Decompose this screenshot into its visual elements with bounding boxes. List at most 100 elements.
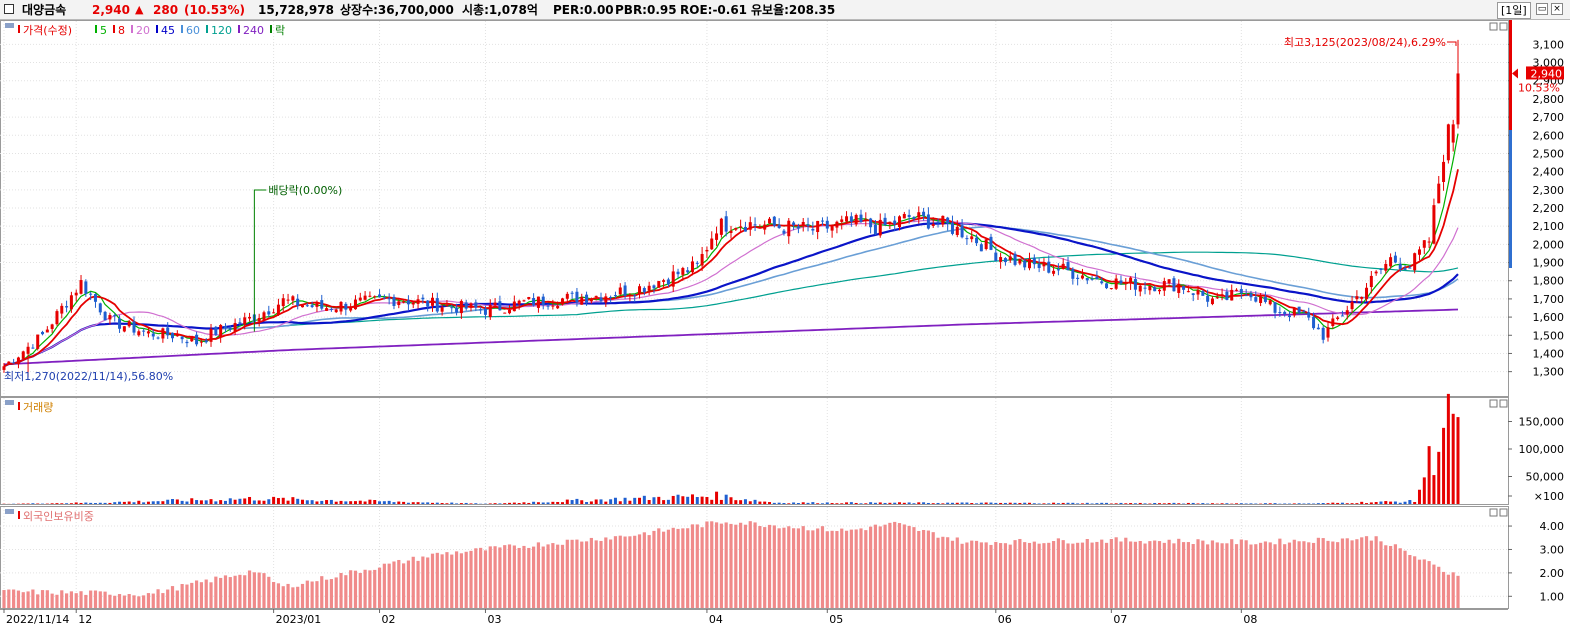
period-selector-button[interactable]: [1일] [1497, 2, 1531, 19]
legend-item[interactable]: 20 [136, 24, 150, 37]
stock-info-bar: 대양금속 2,940 ▲ 280 (10.53%) 15,728,978 상장수… [0, 0, 1570, 20]
volume-bar [628, 500, 632, 504]
legend-item[interactable]: 120 [211, 24, 232, 37]
ma240-line [3, 308, 1459, 366]
panel-maximize-icon[interactable] [1499, 22, 1508, 31]
foreign-ratio-bar [584, 541, 589, 608]
foreign-ratio-bar [1268, 542, 1272, 608]
foreign-ratio-bar [507, 544, 512, 608]
foreign-ratio-bar [1013, 540, 1017, 608]
foreign-ratio-bar [753, 522, 757, 608]
volume-bar [272, 496, 276, 504]
legend-item[interactable]: 5 [100, 24, 107, 37]
candle-body [286, 299, 290, 301]
volume-bar [1143, 503, 1147, 504]
foreign-ratio-bar [729, 523, 733, 608]
candle-body [195, 334, 199, 345]
candle-body [65, 306, 69, 308]
candle-body [1052, 270, 1056, 274]
foreign-ratio-bar [844, 530, 849, 608]
candle-body [642, 288, 646, 293]
volume-bar [729, 497, 733, 504]
foreign-ratio-bar [1388, 545, 1393, 608]
foreign-ratio-bar [12, 589, 16, 608]
foreign-ratio-bar [185, 584, 189, 608]
legend-item[interactable]: 45 [161, 24, 175, 37]
legend-item[interactable]: 락 [275, 24, 285, 37]
foreign-ratio-bar [1355, 539, 1359, 608]
candle-body [1206, 295, 1210, 302]
foreign-ratio-bar [854, 529, 858, 608]
candle-body [604, 296, 608, 303]
volume-bar [185, 501, 189, 504]
panel-maximize-icon[interactable] [1499, 508, 1508, 517]
foreign-ratio-bar [864, 530, 868, 608]
foreign-ratio-bar [1427, 561, 1431, 608]
panel-maximize-icon[interactable] [1499, 399, 1508, 408]
chart-select-checkbox[interactable] [4, 4, 14, 14]
volume-label: 거래량 [23, 401, 53, 414]
volume-bar [199, 500, 203, 504]
panel-minimize-icon[interactable] [1489, 508, 1498, 517]
candle-body [936, 221, 940, 224]
dividend-annotation: 배당락(0.00%) [268, 184, 342, 197]
price-tick-label: 2,800 [1533, 93, 1565, 106]
volume-bar [965, 502, 969, 504]
candle-body [31, 347, 35, 349]
candle-body [618, 287, 622, 295]
candle-body [238, 322, 242, 324]
candle-body [594, 295, 598, 297]
volume-bar [989, 502, 993, 504]
minimize-icon[interactable]: ▭ [1536, 3, 1548, 15]
volume-bar [806, 502, 810, 504]
foreign-ratio-bar [402, 563, 406, 608]
candle-body [633, 295, 637, 297]
volume-bar [1056, 503, 1060, 504]
candle-body [41, 331, 45, 335]
candle-body [209, 329, 213, 342]
foreign-ratio-bar [1066, 543, 1070, 608]
panel-minimize-icon[interactable] [1489, 22, 1498, 31]
foreign-ratio-bar [546, 544, 550, 608]
price-panel[interactable] [0, 20, 1509, 397]
panel-minimize-icon[interactable] [1489, 399, 1498, 408]
legend-item[interactable]: 60 [186, 24, 200, 37]
foreign-ratio-bar [26, 591, 30, 608]
volume-bar [1186, 502, 1190, 504]
volume-bar [792, 502, 796, 504]
current-price-arrow-icon [1512, 68, 1518, 79]
volume-bar [768, 502, 772, 504]
close-icon[interactable]: × [1551, 3, 1563, 15]
legend-color-mark [131, 25, 133, 33]
candle-body [1384, 263, 1388, 271]
panel-handle-icon[interactable] [5, 23, 14, 28]
foreign-ratio-bar [219, 577, 223, 608]
volume-bar [127, 501, 131, 504]
panel-handle-icon[interactable] [5, 400, 14, 405]
candle-body [955, 226, 959, 236]
legend-item[interactable]: 8 [118, 24, 125, 37]
volume-bar [1191, 502, 1195, 504]
stock-name[interactable]: 대양금속 [22, 3, 67, 17]
volume-panel[interactable] [0, 397, 1509, 505]
legend-item[interactable]: 가격(수정) [23, 24, 72, 37]
foreign-ratio-bar [45, 590, 49, 608]
panel-handle-icon[interactable] [5, 509, 14, 514]
foreign-ratio-bar [368, 570, 372, 608]
price-tick-label: 2,600 [1533, 129, 1565, 142]
stock-chart[interactable]: 3,1003,0002,9002,8002,7002,6002,5002,400… [0, 20, 1570, 629]
foreign-ratio-bar [565, 539, 569, 608]
listed-shares: 상장수:36,700,000 [340, 3, 454, 17]
foreign-ratio-bar [1254, 544, 1258, 608]
volume-bar [151, 501, 155, 504]
foreign-ratio-bar [599, 540, 603, 608]
candle-body [690, 261, 694, 273]
volume-bar [190, 498, 194, 504]
legend-item[interactable]: 240 [243, 24, 264, 37]
volume-bar [373, 500, 377, 504]
volume-bar [1066, 502, 1070, 504]
x-tick-label: 02 [382, 613, 396, 626]
volume-bar [248, 496, 252, 504]
candle-body [257, 318, 261, 322]
candle-body [541, 296, 545, 306]
